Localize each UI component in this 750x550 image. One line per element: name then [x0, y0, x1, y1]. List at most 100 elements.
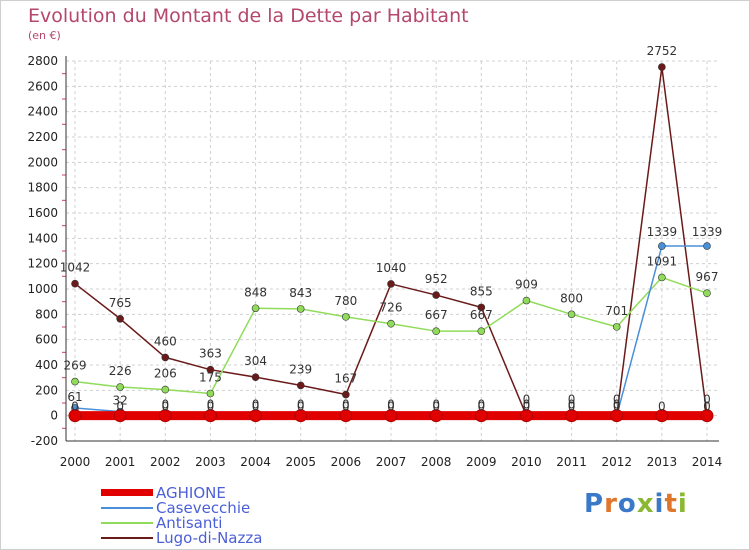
- logo-letter: i: [677, 489, 688, 519]
- data-point-aghione: [519, 409, 533, 423]
- x-tick-label: 2013: [647, 455, 678, 469]
- data-point-aghione: [113, 409, 127, 423]
- data-label: 0: [568, 400, 576, 414]
- x-tick-label: 2012: [601, 455, 632, 469]
- data-label: 0: [613, 400, 621, 414]
- y-tick-label: 2600: [27, 79, 58, 93]
- y-tick-label: -200: [31, 434, 58, 448]
- legend-label: Antisanti: [156, 514, 223, 532]
- data-point-aghione: [158, 409, 172, 423]
- legend-label: Casevecchie: [156, 499, 251, 517]
- data-label: 0: [71, 400, 79, 414]
- data-point-lugo-di-nazza: [296, 381, 305, 390]
- data-label: 967: [696, 270, 719, 284]
- data-label: 0: [432, 398, 440, 412]
- x-tick-label: 2003: [195, 455, 226, 469]
- y-tick-labels: -200 0 200 400 600 800 1000 1200 1400 1600 1800 200…: [27, 54, 58, 448]
- data-point-aghione: [474, 409, 488, 423]
- data-label: 1040: [376, 261, 407, 275]
- data-label: 0: [252, 398, 260, 412]
- data-point-antisanti: [251, 304, 260, 313]
- data-label: 239: [289, 362, 312, 376]
- data-label: 0: [297, 398, 305, 412]
- data-label: 780: [334, 294, 357, 308]
- data-point-lugo-di-nazza: [251, 373, 260, 381]
- data-label: 2752: [647, 44, 678, 58]
- data-label: 32: [113, 394, 128, 408]
- data-label: 363: [199, 347, 222, 361]
- logo-letter: x: [636, 489, 655, 519]
- data-point-aghione: [339, 409, 353, 423]
- data-label: 667: [470, 308, 493, 322]
- y-tick-label: 1000: [27, 282, 58, 296]
- data-point-aghione: [384, 409, 398, 423]
- data-label: 855: [470, 284, 493, 298]
- data-label: 0: [477, 398, 485, 412]
- data-point-lugo-di-nazza: [432, 291, 440, 299]
- data-label: 0: [252, 400, 260, 414]
- data-label: 0: [387, 400, 395, 414]
- y-tick-label: 800: [35, 307, 58, 321]
- logo-letter: t: [664, 489, 678, 519]
- data-label: 0: [342, 398, 350, 412]
- data-label: 0: [342, 400, 350, 414]
- data-point-antisanti: [522, 296, 531, 305]
- logo-letter: i: [654, 489, 665, 519]
- data-label: 206: [154, 367, 177, 381]
- legend-swatch: [101, 522, 153, 524]
- data-label: 0: [703, 400, 711, 414]
- data-point-antisanti: [612, 323, 621, 331]
- legend-swatch: [101, 537, 153, 539]
- x-tick-label: 2007: [376, 455, 407, 469]
- data-point-antisanti: [206, 389, 215, 398]
- data-point-aghione: [68, 409, 82, 423]
- data-label: 667: [425, 308, 448, 322]
- x-tick-label: 2010: [511, 455, 542, 469]
- data-point-antisanti: [567, 310, 576, 319]
- x-tick-label: 2011: [556, 455, 587, 469]
- data-point-lugo-di-nazza: [387, 280, 395, 288]
- data-label: 0: [523, 400, 531, 414]
- data-label: 61: [67, 390, 82, 404]
- proxiti-logo: Proxiti: [584, 489, 688, 519]
- data-label: 269: [64, 359, 87, 373]
- data-label: 167: [334, 372, 357, 386]
- data-label: 0: [613, 393, 621, 407]
- y-tick-label: 1400: [27, 231, 58, 245]
- legend-swatch: [101, 507, 153, 509]
- data-label: 175: [199, 371, 222, 385]
- data-label: 0: [568, 398, 576, 412]
- data-point-aghione: [655, 409, 669, 423]
- data-point-casevecchie: [658, 242, 666, 250]
- data-label: 0: [658, 400, 666, 414]
- data-label: 0: [703, 393, 711, 407]
- x-tick-label: 2001: [105, 455, 136, 469]
- data-label: 0: [116, 400, 124, 414]
- y-tick-label: 2400: [27, 105, 58, 119]
- y-tick-label: 2800: [27, 54, 58, 68]
- data-point-antisanti: [477, 327, 486, 335]
- data-label: 800: [560, 291, 583, 305]
- data-point-aghione: [294, 409, 308, 423]
- data-label: 0: [477, 400, 485, 414]
- chart-title: Evolution du Montant de la Dette par Hab…: [28, 5, 469, 27]
- data-label: 304: [244, 354, 267, 368]
- y-tick-label: 600: [35, 333, 58, 347]
- data-point-aghione: [429, 409, 443, 423]
- x-tick-label: 2004: [240, 455, 271, 469]
- data-point-aghione: [249, 409, 263, 423]
- data-point-antisanti: [703, 289, 711, 297]
- data-point-antisanti: [387, 319, 395, 328]
- data-point-antisanti: [658, 273, 666, 282]
- chart-subtitle: (en €): [28, 29, 61, 42]
- y-tick-label: 1200: [27, 257, 58, 271]
- y-tick-label: 2200: [27, 130, 58, 144]
- data-label: 0: [207, 400, 215, 414]
- data-label: 226: [109, 364, 132, 378]
- logo-letter: r: [604, 489, 618, 519]
- y-tick-label: 200: [35, 383, 58, 397]
- data-point-aghione: [203, 409, 217, 423]
- y-tick-label: 2000: [27, 155, 58, 169]
- axes: [62, 56, 719, 442]
